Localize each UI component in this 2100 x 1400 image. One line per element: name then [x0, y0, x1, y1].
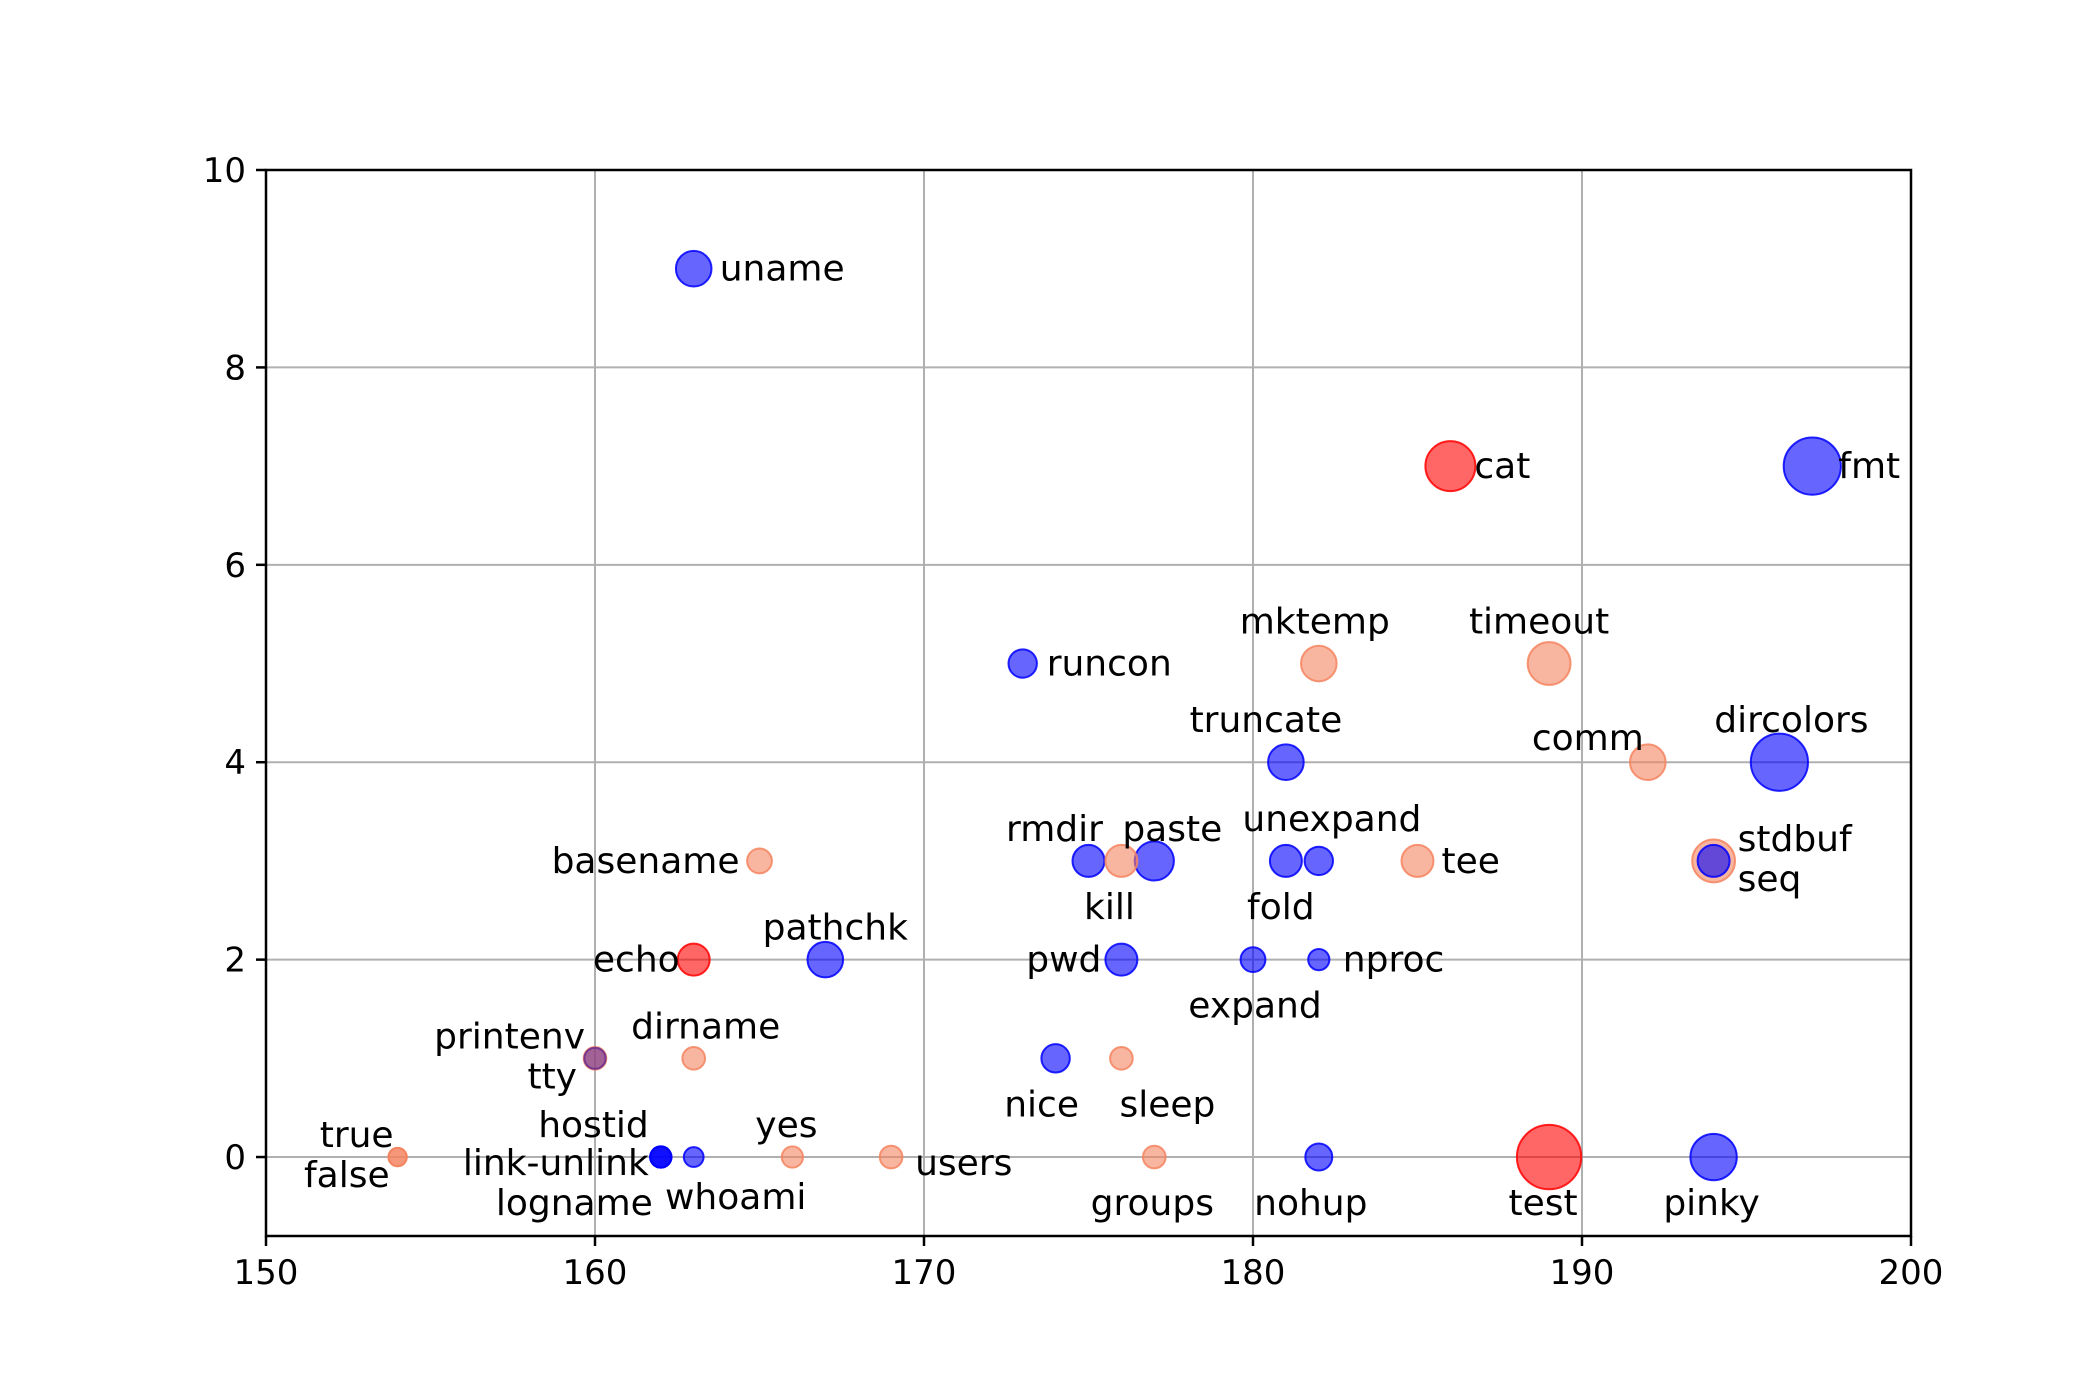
data-point-timeout — [1526, 641, 1572, 686]
data-point-users — [878, 1144, 904, 1170]
data-point-test — [1515, 1123, 1583, 1191]
point-labels: uname cat fmt runcon mktemp timeout truncate co… — [304, 249, 1900, 1224]
y-tick-label: 10 — [203, 151, 246, 191]
point-label-users: users — [915, 1143, 1012, 1184]
point-label-seq: seq — [1738, 859, 1802, 900]
point-label-nohup: nohup — [1254, 1183, 1367, 1224]
point-label-printenv: printenv — [434, 1016, 585, 1057]
point-label-tty: tty — [527, 1056, 577, 1097]
data-point-whoami — [682, 1146, 705, 1168]
data-point-false — [387, 1146, 408, 1168]
point-label-uname: uname — [720, 249, 845, 290]
point-label-nproc: nproc — [1343, 940, 1445, 981]
point-label-paste: paste — [1122, 809, 1222, 850]
point-label-dirname: dirname — [631, 1006, 780, 1047]
x-tick-label: 170 — [892, 1253, 957, 1293]
y-tick-label: 2 — [224, 941, 246, 981]
point-label-cat: cat — [1474, 446, 1530, 487]
point-label-expand: expand — [1188, 986, 1321, 1027]
x-tick-label: 160 — [563, 1253, 628, 1293]
point-label-kill: kill — [1084, 887, 1135, 928]
data-point-tee — [1400, 843, 1435, 878]
point-label-stdbuf: stdbuf — [1738, 819, 1853, 860]
x-tick-label: 150 — [234, 1253, 299, 1293]
point-label-tee: tee — [1442, 841, 1500, 882]
point-label-mktemp: mktemp — [1240, 602, 1390, 643]
data-point-logname — [649, 1145, 673, 1169]
data-point-echo — [676, 942, 711, 977]
point-label-sleep: sleep — [1119, 1084, 1215, 1125]
plot-frame — [264, 168, 1913, 1238]
data-point-fmt — [1782, 436, 1842, 496]
point-label-logname: logname — [496, 1183, 653, 1224]
point-label-nice: nice — [1004, 1084, 1079, 1125]
point-label-true: true — [320, 1115, 394, 1156]
y-tick-label: 8 — [224, 348, 246, 388]
data-point-seq — [1696, 843, 1731, 878]
data-point-tty — [583, 1046, 607, 1070]
data-point-pinky — [1689, 1132, 1738, 1182]
data-point-kill — [1104, 843, 1139, 878]
data-point-fold — [1303, 845, 1335, 877]
point-label-test: test — [1509, 1183, 1578, 1224]
data-point-uname — [674, 249, 713, 288]
axes: 150 160 170 180 190 200 0 2 4 6 8 10 — [203, 151, 1944, 1293]
point-label-pathchk: pathchk — [763, 908, 908, 949]
point-label-rmdir: rmdir — [1006, 809, 1103, 850]
data-point-sleep — [1109, 1046, 1134, 1071]
y-tick-label: 0 — [224, 1138, 246, 1178]
data-point-dirname — [681, 1046, 707, 1071]
x-tick-label: 190 — [1550, 1253, 1615, 1293]
point-label-false: false — [304, 1155, 390, 1196]
data-point-truncate — [1267, 743, 1305, 782]
data-point-pathchk — [806, 940, 845, 979]
point-label-basename: basename — [552, 841, 740, 882]
data-point-nproc — [1307, 948, 1331, 972]
data-point-unexpand — [1268, 843, 1303, 878]
data-point-yes — [780, 1145, 805, 1169]
x-tick-label: 180 — [1221, 1253, 1286, 1293]
data-point-basename — [746, 847, 773, 875]
point-label-hostid: hostid — [538, 1105, 649, 1146]
y-tick-label: 4 — [224, 743, 246, 783]
data-point-nohup — [1304, 1142, 1334, 1172]
point-label-comm: comm — [1532, 718, 1644, 759]
point-label-truncate: truncate — [1190, 700, 1343, 741]
point-label-unexpand: unexpand — [1242, 799, 1421, 840]
data-point-runcon — [1007, 648, 1038, 679]
y-tick-label: 6 — [224, 546, 246, 586]
point-label-yes: yes — [755, 1105, 817, 1146]
data-points — [387, 249, 1842, 1191]
data-point-cat — [1424, 440, 1477, 493]
data-point-nice — [1040, 1043, 1071, 1074]
data-point-mktemp — [1300, 644, 1338, 683]
point-label-echo: echo — [593, 940, 680, 981]
point-label-pwd: pwd — [1026, 940, 1101, 981]
point-label-runcon: runcon — [1047, 644, 1172, 685]
point-label-pinky: pinky — [1663, 1183, 1760, 1224]
data-point-dircolors — [1749, 732, 1810, 792]
point-label-fmt: fmt — [1838, 446, 1900, 487]
point-label-link-unlink: link-unlink — [463, 1143, 649, 1184]
data-point-groups — [1141, 1144, 1167, 1170]
data-point-comm — [1629, 743, 1667, 782]
point-label-groups: groups — [1091, 1183, 1214, 1224]
x-tick-label: 200 — [1879, 1253, 1944, 1293]
point-label-whoami: whoami — [665, 1177, 806, 1218]
point-label-fold: fold — [1247, 887, 1315, 928]
data-point-pwd — [1104, 942, 1139, 977]
point-label-dircolors: dircolors — [1714, 700, 1868, 741]
data-point-expand — [1239, 946, 1267, 974]
point-label-timeout: timeout — [1469, 602, 1609, 643]
